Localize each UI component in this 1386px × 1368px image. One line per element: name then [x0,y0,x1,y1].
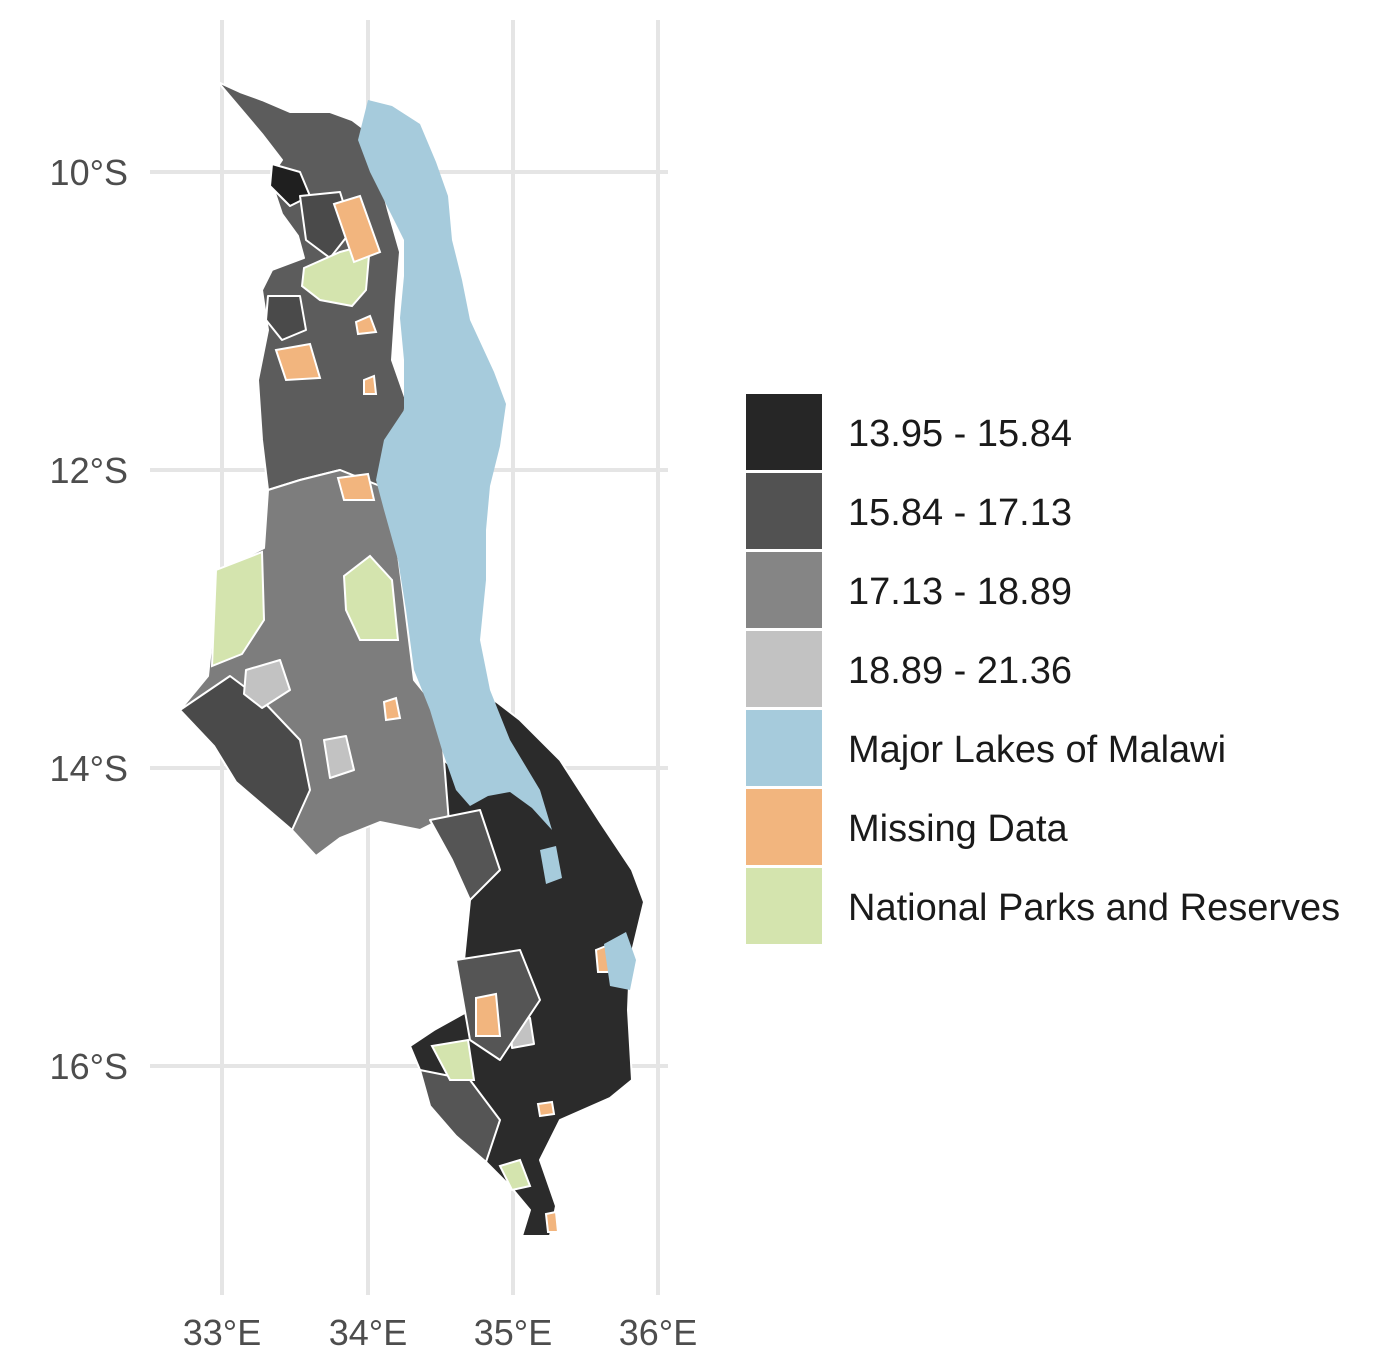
missing-3 [354,314,378,336]
missing-1 [332,194,382,264]
missing-5 [336,472,376,501]
legend-label-4: 18.89 - 21.36 [848,650,1072,692]
lake-chilwa [604,932,636,990]
legend-key-7 [746,868,822,944]
y-tick-10: 10°S [50,152,128,193]
lake-malombe [540,846,562,884]
park-lengwe [498,1158,532,1192]
missing-9 [536,1100,556,1118]
legend-key-1 [746,394,822,470]
legend-key-2 [746,473,822,549]
x-tick-35: 35°E [474,1312,552,1353]
y-tick-14: 14°S [50,748,128,789]
x-axis: 33°E 34°E 35°E 36°E [183,1312,697,1353]
malawi-regions [179,81,645,1237]
y-tick-12: 12°S [50,450,128,491]
park-nkhotakota [342,554,400,641]
district-dark-west [265,295,307,341]
missing-10 [544,1210,560,1233]
y-axis: 10°S 12°S 14°S 16°S [50,152,128,1087]
missing-6 [382,696,402,722]
district-mid-grey-south [429,809,501,901]
x-tick-34: 34°E [329,1312,407,1353]
missing-4 [363,374,378,395]
y-tick-16: 16°S [50,1046,128,1087]
legend-label-1: 13.95 - 15.84 [848,413,1072,455]
legend-key-6 [746,789,822,865]
legend-label-2: 15.84 - 17.13 [848,492,1072,534]
missing-2 [274,342,322,382]
park-liwonde [430,1038,476,1081]
x-tick-33: 33°E [183,1312,261,1353]
legend-key-4 [746,631,822,707]
legend: 13.95 - 15.84 15.84 - 17.13 17.13 - 18.8… [746,394,1340,944]
x-tick-36: 36°E [619,1312,697,1353]
missing-7 [475,992,502,1037]
legend-key-3 [746,552,822,628]
park-kasungu [210,550,266,668]
legend-label-7: National Parks and Reserves [848,887,1340,929]
district-light-grey-1 [243,659,291,709]
legend-label-3: 17.13 - 18.89 [848,571,1072,613]
district-light-grey-2 [323,735,355,779]
legend-label-6: Missing Data [848,808,1068,850]
missing-data-areas [274,194,612,1233]
legend-key-5 [746,710,822,786]
lakes [358,100,636,990]
legend-label-5: Major Lakes of Malawi [848,729,1226,771]
lake-malawi [358,100,552,830]
